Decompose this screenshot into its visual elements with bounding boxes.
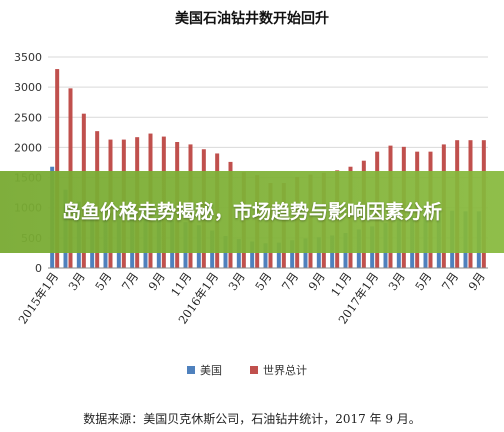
x-tick-label: 9月	[146, 270, 168, 293]
x-tick-label: 5月	[92, 270, 114, 293]
legend-swatch-us	[187, 366, 195, 374]
y-tick-label: 3000	[14, 81, 42, 94]
y-tick-label: 3500	[14, 51, 42, 64]
y-tick-label: 0	[35, 262, 42, 275]
chart-title: 美国石油钻井数开始回升	[175, 10, 329, 27]
legend: 美国 世界总计	[187, 363, 307, 377]
bar-us	[290, 240, 295, 268]
headline-title: 岛鱼价格走势揭秘，市场趋势与影响因素分析	[61, 201, 442, 223]
y-tick-label: 2000	[14, 141, 42, 154]
legend-label-us: 美国	[200, 364, 222, 377]
x-tick-label: 9月	[466, 270, 488, 293]
x-tick-label: 3月	[66, 270, 88, 293]
x-tick-label: 3月	[226, 270, 248, 293]
bar-us	[250, 241, 255, 268]
x-tick-label: 5月	[412, 270, 434, 293]
bar-world-total	[55, 69, 60, 268]
legend-swatch-world	[250, 366, 258, 374]
x-tick-label: 3月	[386, 270, 408, 293]
x-tick-label: 9月	[306, 270, 328, 293]
x-tick-label: 7月	[119, 270, 141, 293]
bar-us	[236, 239, 241, 268]
x-tick-label: 7月	[279, 270, 301, 293]
bar-us	[303, 238, 308, 268]
y-tick-label: 2500	[14, 111, 42, 124]
x-tick-label: 11月	[168, 270, 194, 299]
x-tick-label: 5月	[252, 270, 274, 293]
x-tick-label: 2015年1月	[15, 270, 61, 327]
bar-us	[263, 243, 268, 268]
bar-us	[276, 242, 281, 268]
source-note: 数据来源：美国贝克休斯公司，石油钻井统计，2017 年 9 月。	[83, 412, 421, 426]
headline-banner: 岛鱼价格走势揭秘，市场趋势与影响因素分析	[0, 171, 504, 253]
x-tick-label: 11月	[328, 270, 354, 299]
legend-label-world: 世界总计	[263, 363, 307, 377]
x-tick-label: 7月	[439, 270, 461, 293]
